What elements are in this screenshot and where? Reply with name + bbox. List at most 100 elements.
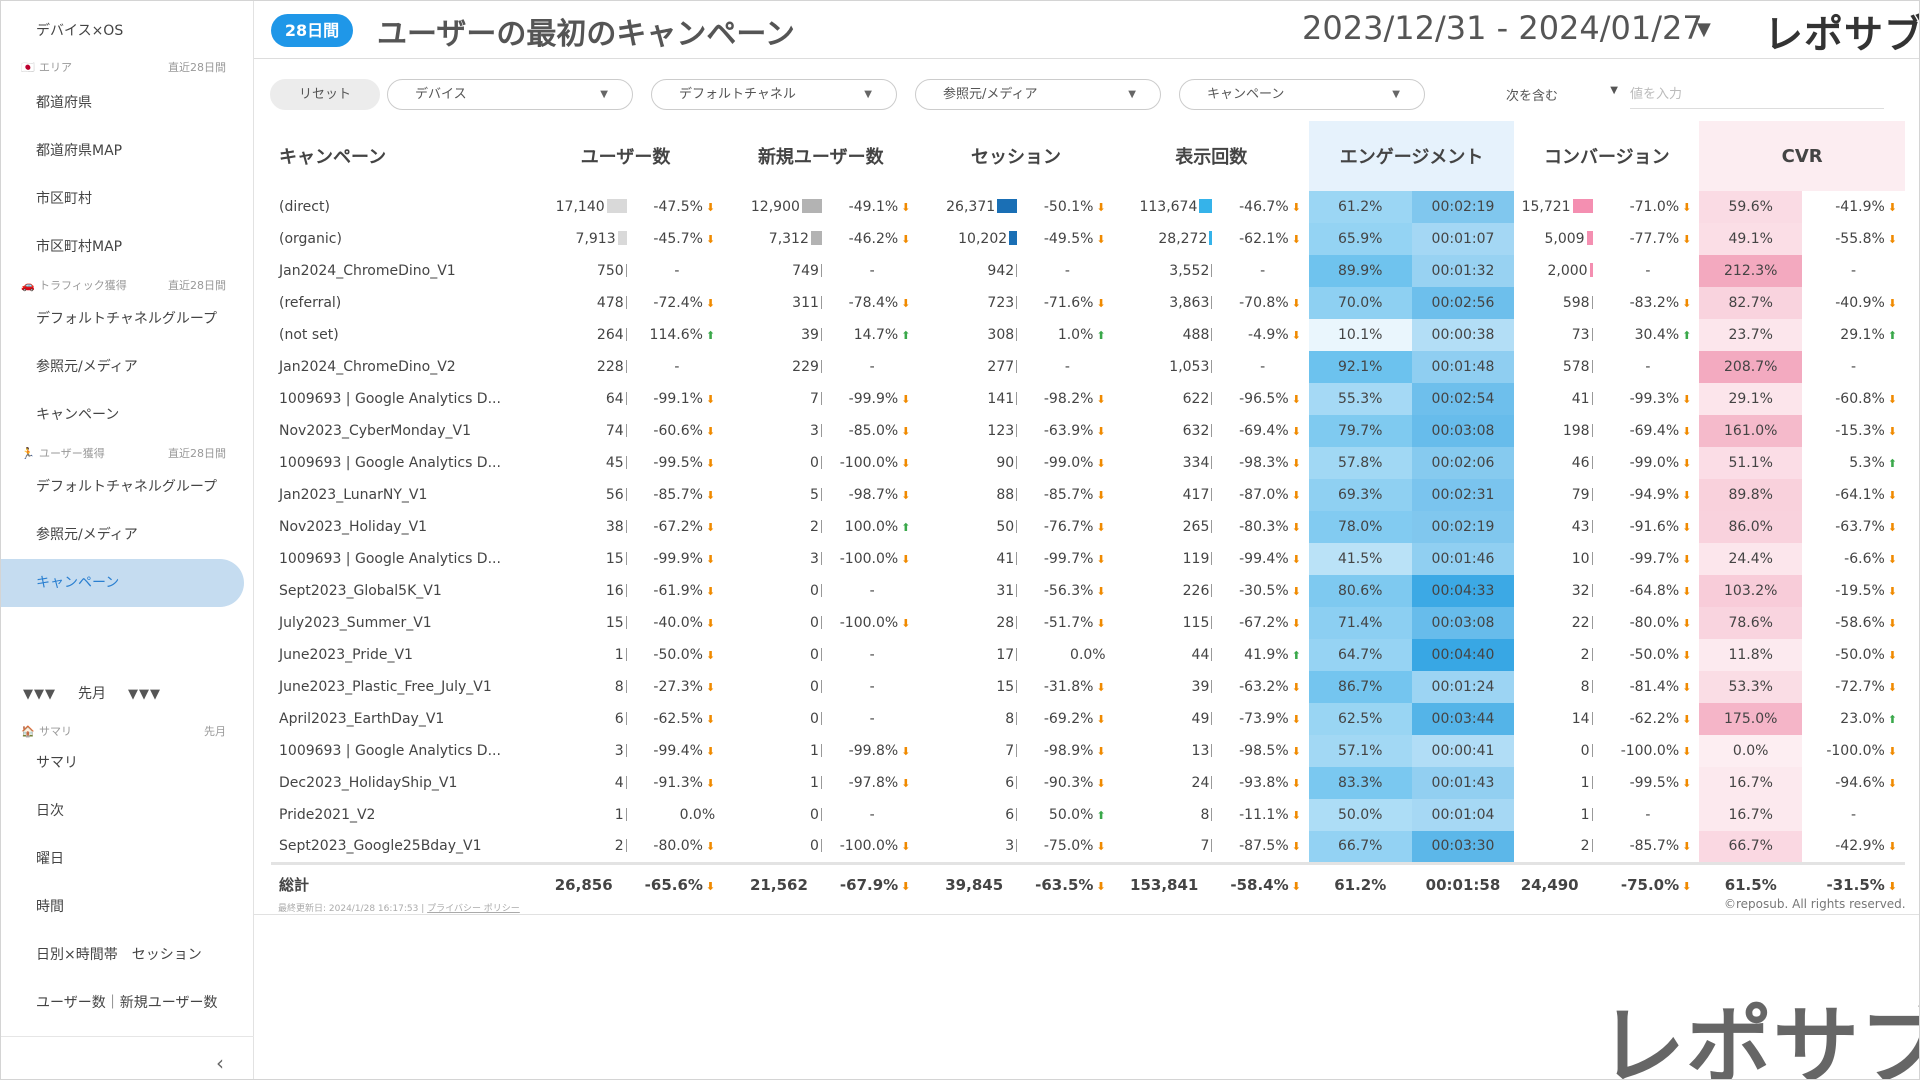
sidebar-item[interactable]: 都道府県: [36, 95, 92, 111]
table-row[interactable]: April2023_EarthDay_V1 6 -62.5% ⬇ 0-8 -69.2% ⬇ 4…: [271, 703, 1905, 735]
table-row[interactable]: (not set) 264 114.6% ⬆ 39 14.7% ⬆ 308 1.0% ⬆ 488 -4…: [271, 319, 1905, 351]
privacy-policy-link[interactable]: プライバシー ポリシー: [427, 904, 520, 914]
table-row[interactable]: Nov2023_CyberMonday_V1 74 -60.6% ⬇ 3 -85.0% ⬇ 1…: [271, 415, 1905, 447]
metric-value: 88: [996, 487, 1015, 503]
trend-down-icon: ⬇: [1887, 681, 1897, 694]
sidebar-item[interactable]: 日別×時間帯 セッション: [36, 947, 202, 963]
metric-bar-baseline: [820, 680, 822, 693]
change-cell: -99.3% ⬇: [1597, 383, 1700, 415]
table-row[interactable]: Pride2021_V2 1 0.0% 0-6 50.0% ⬆ 8 -11.1% ⬇ 50.0% 0…: [271, 799, 1905, 831]
device-filter[interactable]: デバイス ▼: [387, 79, 633, 110]
sidebar-section-period: 直近28日間: [168, 61, 226, 74]
value-input[interactable]: [1630, 81, 1884, 109]
change-value: -99.1%: [653, 391, 703, 407]
sidebar-item[interactable]: サマリ: [36, 755, 78, 771]
table-row[interactable]: (direct) 17,140 -47.5% ⬇ 12,900 -49.1% ⬇ 26,371…: [271, 191, 1905, 223]
table-row[interactable]: Jan2024_ChromeDino_V2 228 - 229 - 277 - 1,053 - 9…: [271, 351, 1905, 383]
metric-cell: 6: [918, 767, 1021, 799]
column-header[interactable]: CVR: [1699, 121, 1905, 191]
change-cell: -80.0% ⬇: [631, 831, 724, 863]
metric-bar: [617, 231, 627, 245]
campaign-cell: (not set): [279, 327, 339, 343]
table-row[interactable]: Sept2023_Global5K_V1 16 -61.9% ⬇ 0-31 -56.3% ⬇…: [271, 575, 1905, 607]
table-row[interactable]: 1009693 | Google Analytics D... 45 -99.5% ⬇…: [271, 447, 1905, 479]
reset-button[interactable]: リセット: [270, 79, 380, 110]
trend-up-icon: ⬆: [1682, 329, 1692, 342]
trend-down-icon: ⬇: [1096, 233, 1106, 246]
sidebar-item-device-os[interactable]: デバイス×OS: [36, 23, 124, 39]
sidebar-item[interactable]: 市区町村MAP: [36, 239, 123, 255]
table-row[interactable]: (organic) 7,913 -45.7% ⬇ 7,312 -46.2% ⬇ 10,202-…: [271, 223, 1905, 255]
table-row[interactable]: Nov2023_Holiday_V1 38 -67.2% ⬇ 2 100.0% ⬆ 50 -76…: [271, 511, 1905, 543]
campaign-cell: Nov2023_CyberMonday_V1: [279, 423, 472, 439]
column-header[interactable]: 新規ユーザー数: [757, 147, 884, 168]
date-dropdown-icon[interactable]: ▼: [1697, 19, 1711, 40]
trend-down-icon: ⬇: [901, 489, 911, 502]
sidebar-item[interactable]: ユーザー数｜新規ユーザー数: [36, 995, 218, 1011]
totals-row: 総計 26,856 -65.6% ⬇ 21,562 -67.9% ⬇ 39,845 -63.5%…: [271, 861, 1905, 905]
metric-cell: 15,721: [1514, 191, 1596, 223]
month-header: ▼▼▼ 先月 ▼▼▼: [23, 683, 223, 703]
metric-cell: 39: [723, 319, 826, 351]
change-value: -: [1064, 359, 1070, 375]
change-cell: -64.1% ⬇: [1802, 479, 1905, 511]
table-row[interactable]: July2023_Summer_V1 15 -40.0% ⬇ 0 -100.0% ⬇ 28 -5…: [271, 607, 1905, 639]
metric-value: 749: [792, 263, 819, 279]
collapse-icon[interactable]: ‹: [216, 1051, 224, 1075]
metric-bar-baseline: [1211, 712, 1213, 725]
column-header[interactable]: セッション: [971, 147, 1061, 168]
change-value: 0.0%: [1070, 647, 1106, 663]
column-header[interactable]: エンゲージメント: [1308, 121, 1515, 191]
change-cell: -98.7% ⬇: [826, 479, 919, 511]
table-row[interactable]: Jan2023_LunarNY_V1 56 -85.7% ⬇ 5 -98.7% ⬇ 88 -85…: [271, 479, 1905, 511]
table-row[interactable]: (referral) 478 -72.4% ⬇ 311 -78.4% ⬇ 723 -71.6% ⬇…: [271, 287, 1905, 319]
table-row[interactable]: 1009693 | Google Analytics D... 15 -99.9% ⬇…: [271, 543, 1905, 575]
sidebar-item[interactable]: デフォルトチャネルグループ: [36, 479, 218, 495]
sidebar-item[interactable]: 時間: [36, 899, 64, 915]
table-row[interactable]: June2023_Plastic_Free_July_V1 8 -27.3% ⬇ 0-1…: [271, 671, 1905, 703]
table-row[interactable]: 1009693 | Google Analytics D... 64 -99.1% ⬇…: [271, 383, 1905, 415]
metric-cell: 1: [528, 639, 631, 671]
metric-value: 478: [596, 295, 624, 311]
sidebar-item[interactable]: 参照元/メディア: [36, 527, 138, 543]
column-header[interactable]: キャンペーン: [279, 147, 387, 168]
change-cell: -64.8% ⬇: [1597, 575, 1700, 607]
campaign-filter[interactable]: キャンペーン ▼: [1179, 79, 1425, 110]
trend-down-icon: ⬇: [1291, 809, 1301, 822]
sidebar-item[interactable]: 曜日: [36, 851, 64, 867]
sidebar-item[interactable]: キャンペーン: [36, 407, 120, 423]
sidebar-item[interactable]: 参照元/メディア: [36, 359, 138, 375]
cvr-cell: 66.7%: [1699, 831, 1803, 863]
table-row[interactable]: June2023_Pride_V1 1 -50.0% ⬇ 0-17 0.0% 44 41.9%…: [271, 639, 1905, 671]
source-medium-filter[interactable]: 参照元/メディア ▼: [915, 79, 1161, 110]
table-row[interactable]: 1009693 | Google Analytics D... 3 -99.4% ⬇ 1…: [271, 735, 1905, 767]
metric-cell: 2: [1514, 639, 1596, 671]
campaign-cell: (direct): [279, 199, 330, 215]
table-row[interactable]: Jan2024_ChromeDino_V1 750 - 749 - 942 - 3,552 - 8…: [271, 255, 1905, 287]
metric-bar-baseline: [1591, 808, 1593, 821]
metric-value: 5: [809, 487, 819, 503]
metric-bar-baseline: [1211, 808, 1213, 821]
column-header[interactable]: 表示回数: [1175, 147, 1248, 168]
sidebar-item-active[interactable]: キャンペーン: [1, 559, 244, 607]
date-range-picker[interactable]: 2023/12/31 - 2024/01/27: [1302, 9, 1703, 47]
change-cell: 5.3% ⬆: [1802, 447, 1905, 479]
table-row[interactable]: Sept2023_Google25Bday_V1 2 -80.0% ⬇ 0 -100.0%…: [271, 831, 1905, 863]
metric-cell: 50: [918, 511, 1021, 543]
sidebar-item[interactable]: 日次: [36, 803, 64, 819]
include-select[interactable]: 次を含む ▼: [1506, 85, 1618, 104]
table-row[interactable]: Dec2023_HolidayShip_V1 4 -91.3% ⬇ 1 -97.8% ⬇ 6-…: [271, 767, 1905, 799]
column-header[interactable]: コンバージョン: [1544, 147, 1670, 168]
sidebar-item[interactable]: 市区町村: [36, 191, 92, 207]
sidebar-item[interactable]: 都道府県MAP: [36, 143, 123, 159]
trend-down-icon: ⬇: [1291, 457, 1301, 470]
metric-cell: 7: [1114, 831, 1217, 863]
change-cell: -: [826, 703, 919, 735]
change-cell: -99.4% ⬇: [631, 735, 724, 767]
change-value: -51.7%: [1043, 615, 1094, 631]
column-header[interactable]: ユーザー数: [580, 147, 671, 168]
sidebar-item[interactable]: デフォルトチャネルグループ: [36, 311, 218, 327]
metric-value: 7,312: [768, 231, 809, 247]
metric-bar-baseline: [820, 360, 822, 373]
channel-filter[interactable]: デフォルトチャネル ▼: [651, 79, 897, 110]
